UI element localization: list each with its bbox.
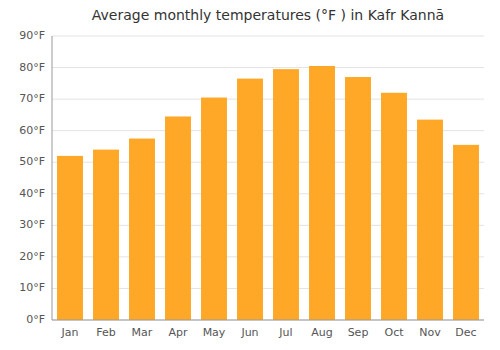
x-axis: Jan Feb Mar Apr May Jun Jul Aug Sep Oct Nov Dec [61, 326, 477, 339]
y-tick-label: 70°F [19, 92, 45, 105]
x-tick-label: Dec [455, 326, 476, 339]
x-tick-label: Feb [96, 326, 115, 339]
grid-line [52, 36, 484, 37]
x-axis-line [52, 320, 484, 321]
x-tick-label: Oct [384, 326, 404, 339]
x-tick-label: Jun [240, 326, 258, 339]
x-tick-label: Jul [278, 326, 292, 339]
bar [381, 93, 407, 320]
x-tick-label: Jan [61, 326, 79, 339]
bar [417, 120, 443, 320]
y-axis: 0°F 10°F 20°F 30°F 40°F 50°F 60°F 70°F 80°F 90°F [19, 29, 45, 326]
bars [57, 66, 479, 320]
y-tick-label: 30°F [19, 218, 45, 231]
x-tick-label: Aug [311, 326, 332, 339]
bar [345, 77, 371, 320]
chart: 0°F 10°F 20°F 30°F 40°F 50°F 60°F 70°F 80°F 90°F J… [0, 0, 500, 350]
y-tick-label: 10°F [19, 281, 45, 294]
bar [129, 139, 155, 320]
x-tick-label: Apr [168, 326, 188, 339]
y-tick-label: 50°F [19, 155, 45, 168]
x-tick-label: Sep [348, 326, 369, 339]
y-tick-label: 90°F [19, 29, 45, 42]
grid-line [52, 320, 484, 321]
y-tick-label: 80°F [19, 61, 45, 74]
x-tick-label: May [203, 326, 226, 339]
y-tick-label: 20°F [19, 250, 45, 263]
x-tick-label: Nov [419, 326, 441, 339]
chart-container: 0°F 10°F 20°F 30°F 40°F 50°F 60°F 70°F 80°F 90°F J… [0, 0, 500, 350]
grid [52, 36, 484, 320]
bar [453, 145, 479, 320]
grid-line [52, 67, 484, 68]
x-tick-label: Mar [132, 326, 153, 339]
bar [201, 98, 227, 320]
bar [309, 66, 335, 320]
y-axis-line [52, 36, 53, 320]
y-tick-label: 40°F [19, 187, 45, 200]
bar [57, 156, 83, 320]
bar [165, 116, 191, 320]
y-tick-label: 0°F [26, 313, 45, 326]
y-tick-label: 60°F [19, 124, 45, 137]
grid-line [52, 99, 484, 100]
bar [93, 150, 119, 320]
bar [237, 79, 263, 320]
title: Average monthly temperatures (°F ) in Ka… [92, 7, 444, 23]
bar [273, 69, 299, 320]
